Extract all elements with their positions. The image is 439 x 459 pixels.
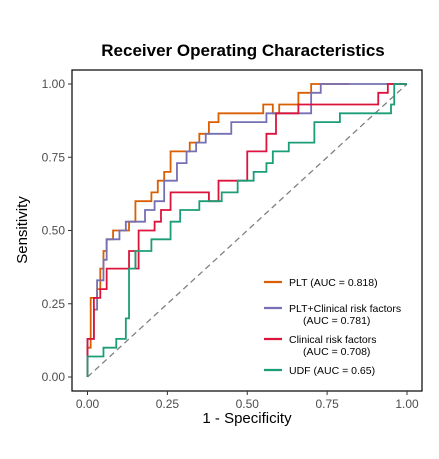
x-tick-label: 0.50 — [236, 397, 260, 411]
legend-label-series-4: UDF (AUC = 0.65) — [289, 365, 375, 377]
y-tick-label: 0.75 — [42, 150, 66, 164]
y-tick-label: 1.00 — [42, 77, 66, 91]
y-tick-label: 0.00 — [42, 370, 66, 384]
legend-label-series-3: (AUC = 0.708) — [303, 346, 370, 358]
x-axis: 0.00 0.25 0.50 0.75 1.00 — [76, 391, 419, 411]
x-axis-label: 1 - Specificity — [202, 410, 292, 427]
roc-curve-series-3 — [86, 83, 407, 377]
legend-label-series-2: PLT+Clinical risk factors — [289, 303, 401, 315]
x-tick-label: 0.25 — [156, 397, 180, 411]
y-tick-label: 0.25 — [42, 297, 66, 311]
x-tick-label: 0.00 — [76, 397, 100, 411]
roc-curve-series-2 — [86, 83, 407, 377]
legend-label-series-1: PLT (AUC = 0.818) — [289, 277, 378, 289]
legend: PLT (AUC = 0.818) PLT+Clinical risk facto… — [264, 277, 401, 377]
roc-curve-series-4 — [86, 83, 407, 377]
legend-label-series-3: Clinical risk factors — [289, 334, 377, 346]
x-tick-label: 1.00 — [395, 397, 419, 411]
y-tick-label: 0.50 — [42, 224, 66, 238]
reference-diagonal-line — [87, 83, 408, 378]
y-axis: 0.00 0.25 0.50 0.75 1.00 — [42, 77, 72, 384]
plot-area — [71, 69, 423, 392]
x-tick-label: 0.75 — [315, 397, 339, 411]
legend-label-series-2: (AUC = 0.781) — [303, 315, 370, 327]
y-axis-label: Sensitivity — [14, 196, 31, 264]
chart-title: Receiver Operating Characteristics — [101, 41, 384, 60]
